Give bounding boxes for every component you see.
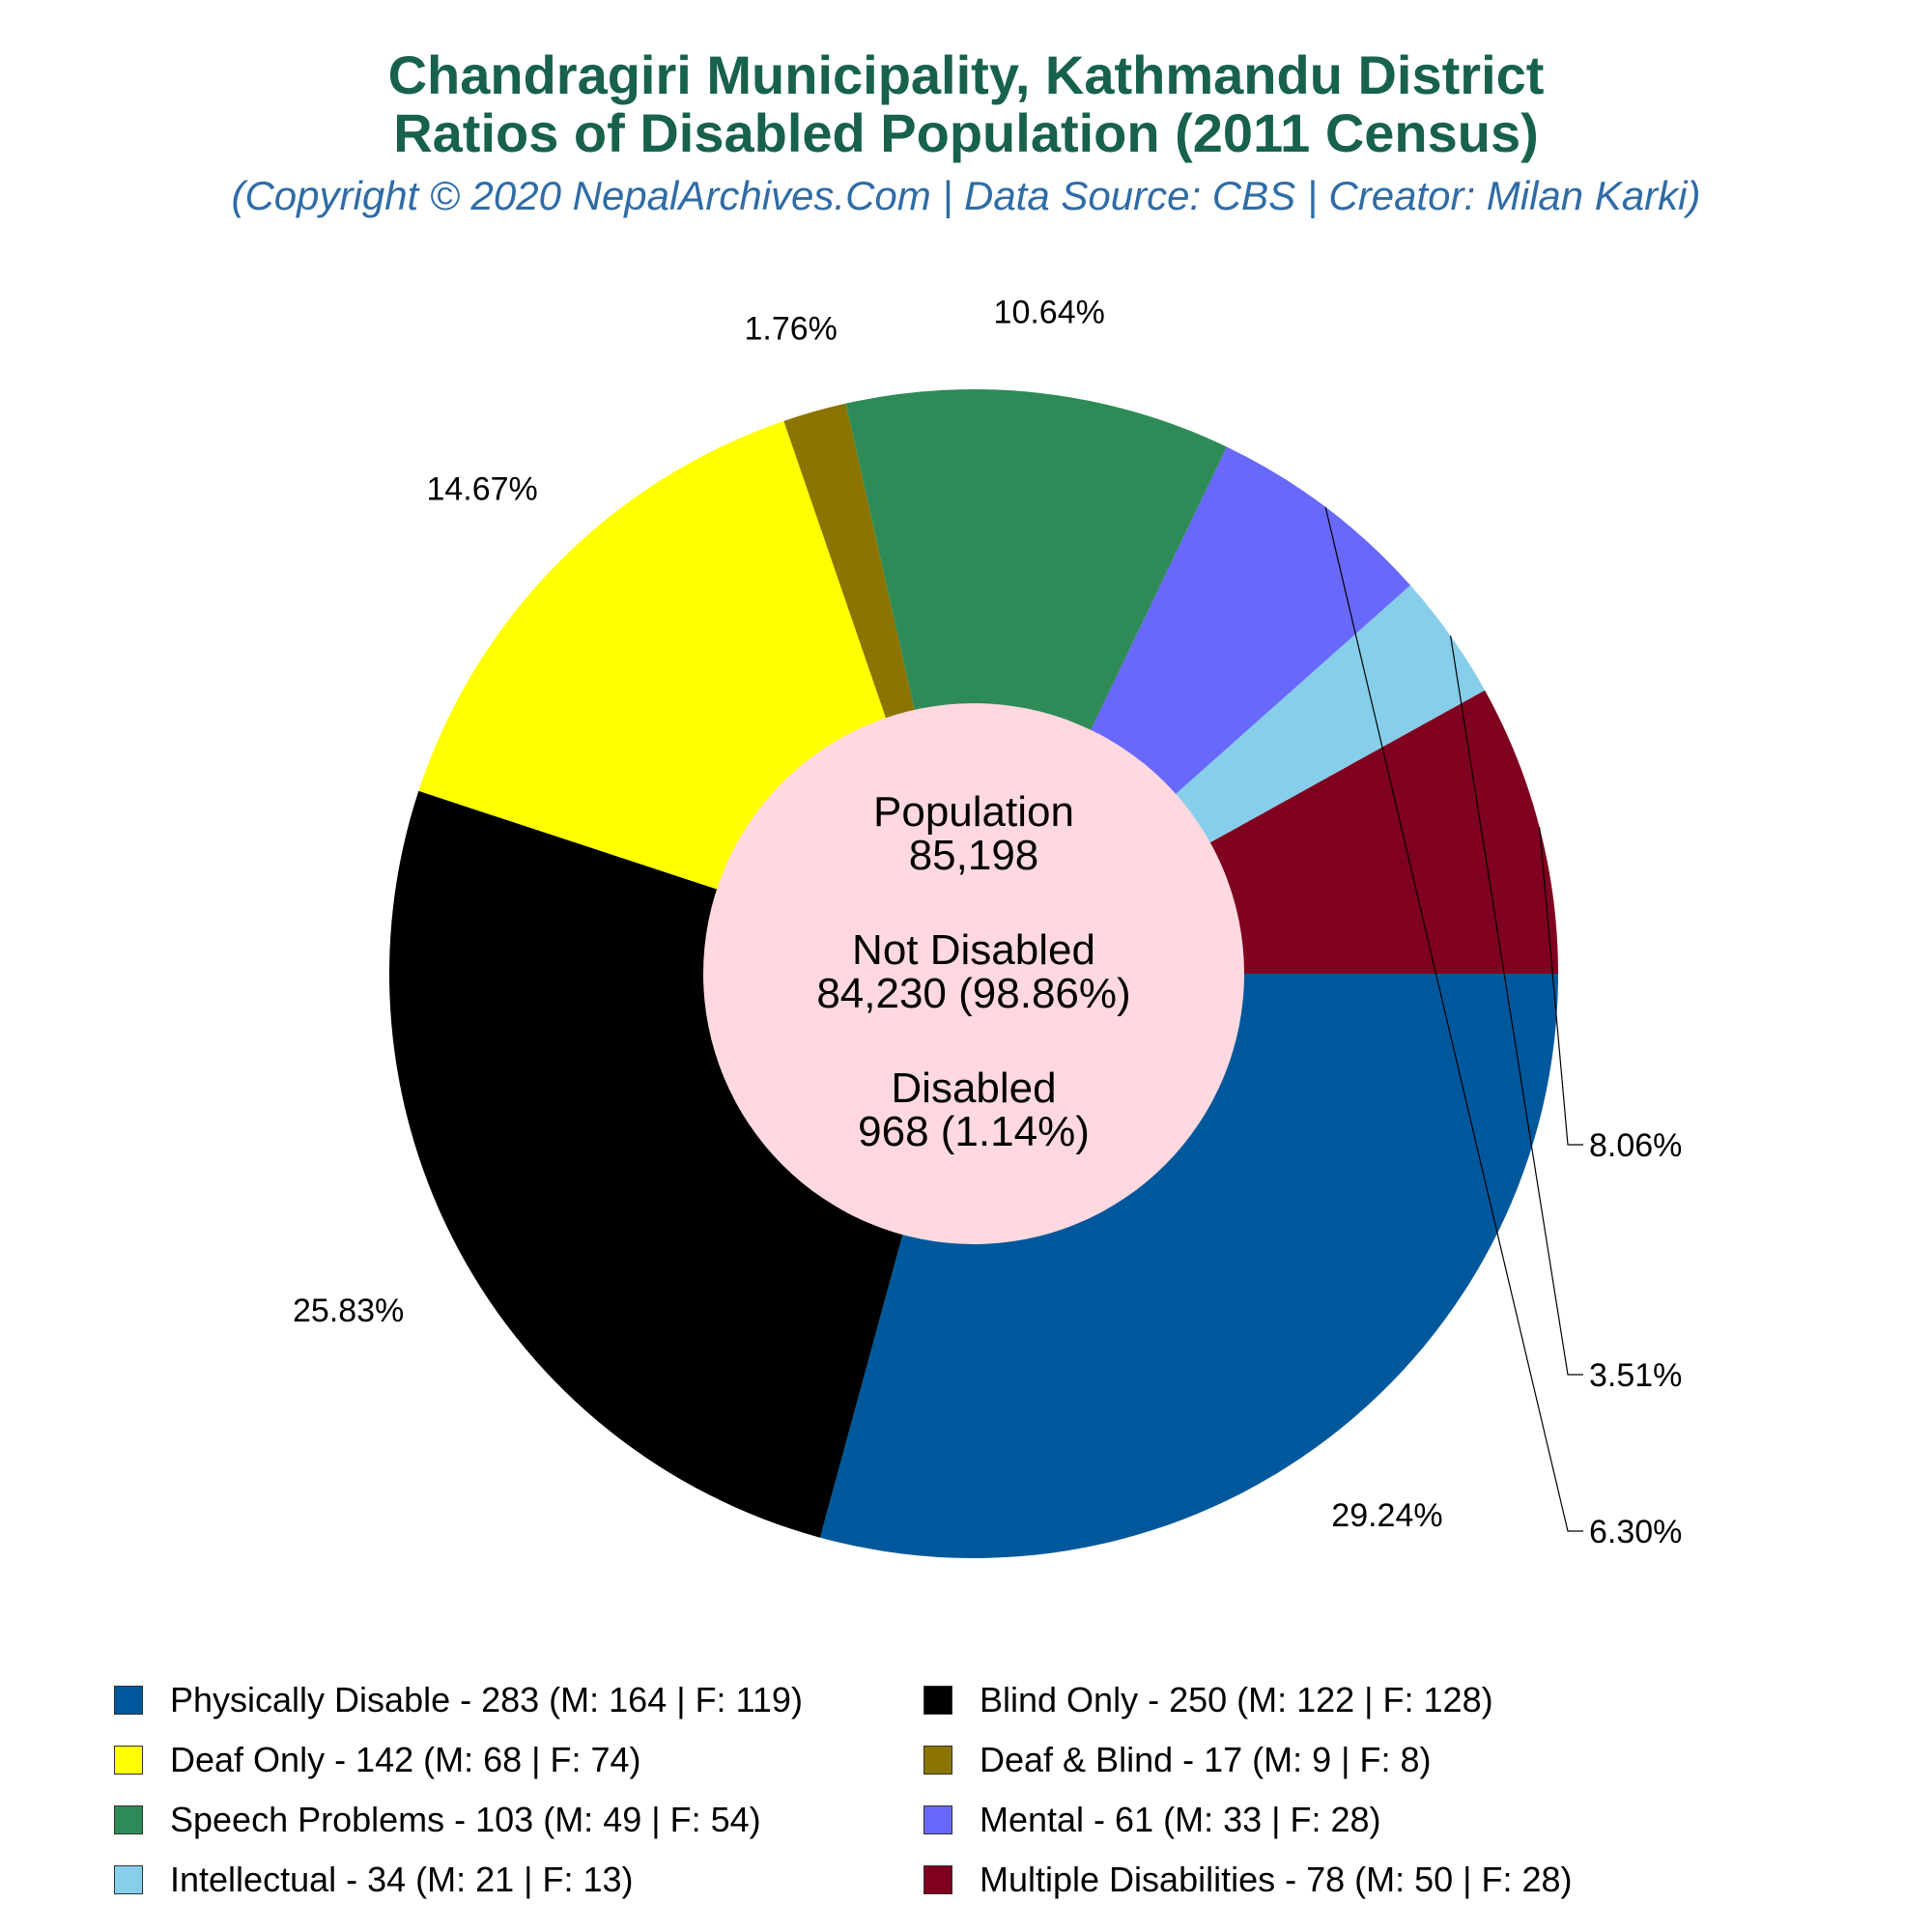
legend-item-blind-only: Blind Only - 250 (M: 122 | F: 128) [923, 1679, 1793, 1721]
not-disabled-value: 84,230 (98.86%) [816, 970, 1130, 1017]
percent-label-mental: 6.30% [1589, 1514, 1682, 1550]
leader-lines [1324, 506, 1583, 1532]
legend-swatch [923, 1865, 952, 1894]
legend-label: Physically Disable - 283 (M: 164 | F: 11… [170, 1680, 803, 1719]
leader-line-multiple-disabilities [1539, 827, 1583, 1146]
percent-labels: 29.24% 25.83% 14.67% 1.76% 10.64% 6.30% 3.51% 8… [293, 294, 1682, 1550]
legend-swatch [114, 1686, 143, 1715]
disabled-value: 968 (1.14%) [858, 1108, 1090, 1155]
legend-swatch [114, 1805, 143, 1834]
percent-label-deaf-only: 14.67% [426, 471, 537, 508]
legend-label: Mental - 61 (M: 33 | F: 28) [980, 1800, 1381, 1839]
legend-swatch [923, 1746, 952, 1775]
legend-item-mental: Mental - 61 (M: 33 | F: 28) [923, 1799, 1793, 1841]
percent-label-physically-disable: 29.24% [1331, 1497, 1442, 1534]
legend-label: Multiple Disabilities - 78 (M: 50 | F: 2… [980, 1860, 1573, 1899]
legend-label: Blind Only - 250 (M: 122 | F: 128) [980, 1680, 1493, 1719]
legend-swatch [923, 1805, 952, 1834]
not-disabled-label: Not Disabled [852, 926, 1095, 974]
center-hole [703, 703, 1244, 1244]
percent-label-deaf-and-blind: 1.76% [744, 310, 837, 347]
legend-item-speech-problems: Speech Problems - 103 (M: 49 | F: 54) [114, 1799, 923, 1841]
population-value: 85,198 [909, 832, 1039, 879]
legend-label: Deaf & Blind - 17 (M: 9 | F: 8) [980, 1740, 1432, 1779]
legend-item-deaf-and-blind: Deaf & Blind - 17 (M: 9 | F: 8) [923, 1739, 1793, 1781]
legend-item-physically-disable: Physically Disable - 283 (M: 164 | F: 11… [114, 1679, 923, 1721]
center-summary: Population 85,198 Not Disabled 84,230 (9… [816, 788, 1130, 1155]
chart-title-line2: Ratios of Disabled Population (2011 Cens… [393, 102, 1539, 163]
disabled-label: Disabled [891, 1065, 1056, 1112]
legend-label: Speech Problems - 103 (M: 49 | F: 54) [170, 1800, 761, 1839]
legend-label: Intellectual - 34 (M: 21 | F: 13) [170, 1860, 634, 1899]
leader-line-mental [1324, 506, 1583, 1532]
chart-title-line1: Chandragiri Municipality, Kathmandu Dist… [387, 44, 1545, 105]
leader-line-intellectual [1449, 636, 1583, 1376]
percent-label-intellectual: 3.51% [1589, 1357, 1682, 1394]
population-label: Population [873, 788, 1074, 836]
percent-label-multiple-disabilities: 8.06% [1589, 1127, 1682, 1164]
percent-label-blind-only: 25.83% [293, 1293, 404, 1329]
legend-swatch [114, 1865, 143, 1894]
chart-subtitle: (Copyright © 2020 NepalArchives.Com | Da… [231, 173, 1701, 218]
legend-swatch [114, 1746, 143, 1775]
legend-item-deaf-only: Deaf Only - 142 (M: 68 | F: 74) [114, 1739, 923, 1781]
legend-item-intellectual: Intellectual - 34 (M: 21 | F: 13) [114, 1859, 923, 1901]
legend: Physically Disable - 283 (M: 164 | F: 11… [114, 1679, 1853, 1901]
percent-label-speech-problems: 10.64% [994, 294, 1105, 330]
legend-label: Deaf Only - 142 (M: 68 | F: 74) [170, 1740, 641, 1779]
legend-item-multiple-disabilities: Multiple Disabilities - 78 (M: 50 | F: 2… [923, 1859, 1793, 1901]
legend-swatch [923, 1686, 952, 1715]
